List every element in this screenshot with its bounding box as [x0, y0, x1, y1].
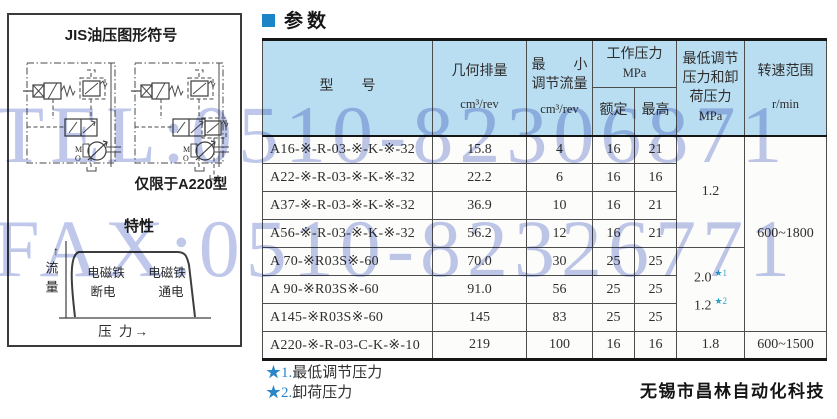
- footnote-1-text: 最低调节压力: [292, 365, 383, 381]
- max-pressure-cell: 16: [634, 331, 677, 360]
- max-pressure-cell: 21: [634, 135, 677, 164]
- model-cell: A220-※-R-03-C-K-※-10: [262, 331, 433, 360]
- displacement-cell: 22.2: [432, 163, 527, 192]
- header-min-adjust-pressure: 最低调节 压力和卸 荷压力 MPa: [676, 39, 745, 137]
- header-max: 最高: [634, 87, 677, 137]
- x-axis-label: 压 力→: [98, 324, 150, 339]
- table-row: A37-※-R-03-※-K-※-32 36.9 10 16 21: [262, 191, 827, 220]
- max-pressure-cell: 25: [634, 247, 677, 276]
- table-row: A220-※-R-03-C-K-※-10 219 100 16 16 1.8 6…: [262, 331, 827, 360]
- speed-range-cell: 600~1500: [744, 331, 827, 360]
- footnote-1: ★1.最低调节压力: [266, 364, 382, 384]
- footnote-2: ★2.卸荷压力: [266, 384, 382, 404]
- displacement-cell: 15.8: [432, 135, 527, 164]
- displacement-cell: 56.2: [432, 219, 527, 248]
- min-flow-cell: 83: [526, 303, 593, 332]
- min-flow-cell: 100: [526, 331, 593, 360]
- blue-square-icon: [262, 14, 275, 27]
- characteristics-chart: 特性 ↑ 流量 电磁铁 断电 电磁铁 通电 压 力→: [44, 217, 211, 339]
- curve-right-label-line1: 电磁铁: [148, 265, 186, 280]
- header-rated: 额定: [592, 87, 635, 137]
- rated-pressure-cell: 16: [592, 191, 635, 220]
- curve-left-label-line1: 电磁铁: [87, 265, 125, 280]
- displacement-cell: 36.9: [432, 191, 527, 220]
- rated-pressure-cell: 16: [592, 163, 635, 192]
- footnote-2-text: 卸荷压力: [292, 384, 353, 401]
- characteristics-title: 特性: [124, 217, 154, 235]
- rated-pressure-cell: 16: [592, 219, 635, 248]
- min-flow-cell: 30: [526, 247, 593, 276]
- svg-text:O: O: [75, 154, 81, 163]
- table-row: A 70-※R03S※-60 70.0 30 25 25 2.0 ★1 1.2 ★2: [262, 247, 827, 332]
- panel-title: JIS油压图形符号: [65, 26, 178, 44]
- model-cell: A37-※-R-03-※-K-※-32: [262, 191, 433, 220]
- model-cell: A22-※-R-03-※-K-※-32: [262, 163, 433, 192]
- table-row: A145-※R03S※-60 145 83 25 25: [262, 303, 827, 332]
- jis-symbol-drawing: JIS油压图形符号: [23, 26, 230, 339]
- curve-left-label-line2: 断电: [90, 284, 116, 299]
- displacement-cell: 145: [432, 303, 527, 332]
- min-flow-cell: 12: [526, 219, 593, 248]
- footnote-2-mark: ★2.: [266, 384, 293, 401]
- jis-symbol-panel: JIS油压图形符号: [7, 13, 242, 347]
- y-axis-label: 流量: [44, 261, 59, 299]
- svg-text:M: M: [75, 145, 82, 154]
- min-flow-cell: 56: [526, 275, 593, 304]
- rated-pressure-cell: 25: [592, 303, 635, 332]
- header-working-pressure: 工作压力 MPa: [592, 39, 677, 88]
- rated-pressure-cell: 16: [592, 331, 635, 360]
- rated-pressure-cell: 25: [592, 275, 635, 304]
- footnote-mark-1: ★1: [714, 267, 728, 278]
- min-adjust-pressure-cell: 2.0 ★1 1.2 ★2: [676, 247, 745, 332]
- table-row: A 90-※R03S※-60 91.0 56 25 25: [262, 275, 827, 304]
- displacement-cell: 219: [432, 331, 527, 360]
- max-pressure-cell: 21: [634, 191, 677, 220]
- company-name: 无锡市昌林自动化科技: [640, 382, 825, 401]
- section-title: 参数: [284, 11, 331, 32]
- table-row: A56-※-R-03-※-K-※-32 56.2 12 16 21: [262, 219, 827, 248]
- rated-pressure-cell: 25: [592, 247, 635, 276]
- max-pressure-cell: 21: [634, 219, 677, 248]
- header-speed-range: 转速范围 r/min: [744, 39, 827, 137]
- table-row: A16-※-R-03-※-K-※-32 15.8 4 16 21 1.2 600…: [262, 135, 827, 332]
- hydraulic-diagram-1: M O: [23, 62, 121, 172]
- curve-right-label-line2: 通电: [158, 285, 184, 299]
- model-cell: A16-※-R-03-※-K-※-32: [262, 135, 433, 164]
- model-cell: A 70-※R03S※-60: [262, 247, 433, 276]
- model-cell: A56-※-R-03-※-K-※-32: [262, 219, 433, 248]
- max-pressure-cell: 25: [634, 303, 677, 332]
- displacement-cell: 91.0: [432, 275, 527, 304]
- hydraulic-diagram-2-extra-valve: [201, 117, 229, 180]
- parameter-table: 型 号 几何排量 cm³/rev 最 小 调节流量 cm³/rev 工作压力 M…: [262, 38, 827, 361]
- header-min-flow: 最 小 调节流量 cm³/rev: [526, 39, 593, 137]
- model-cell: A145-※R03S※-60: [262, 303, 433, 332]
- panel-note: 仅限于A220型: [134, 175, 228, 193]
- y-axis-arrow: ↑: [53, 244, 59, 258]
- speed-range-cell: 600~1800: [744, 135, 827, 332]
- max-pressure-cell: 25: [634, 275, 677, 304]
- footnote-mark-2: ★2: [714, 295, 728, 306]
- min-flow-cell: 10: [526, 191, 593, 220]
- min-flow-cell: 6: [526, 163, 593, 192]
- displacement-cell: 70.0: [432, 247, 527, 276]
- min-adjust-pressure-cell: 1.2: [676, 135, 745, 248]
- footnotes: ★1.最低调节压力 ★2.卸荷压力: [266, 364, 382, 403]
- header-model: 型 号: [262, 39, 433, 137]
- min-adjust-pressure-cell: 1.8: [676, 331, 745, 360]
- section-heading: 参数: [262, 6, 330, 33]
- min-flow-cell: 4: [526, 135, 593, 164]
- header-displacement: 几何排量 cm³/rev: [432, 39, 527, 137]
- rated-pressure-cell: 16: [592, 135, 635, 164]
- model-cell: A 90-※R03S※-60: [262, 275, 433, 304]
- max-pressure-cell: 16: [634, 163, 677, 192]
- footnote-1-mark: ★1.: [266, 365, 293, 381]
